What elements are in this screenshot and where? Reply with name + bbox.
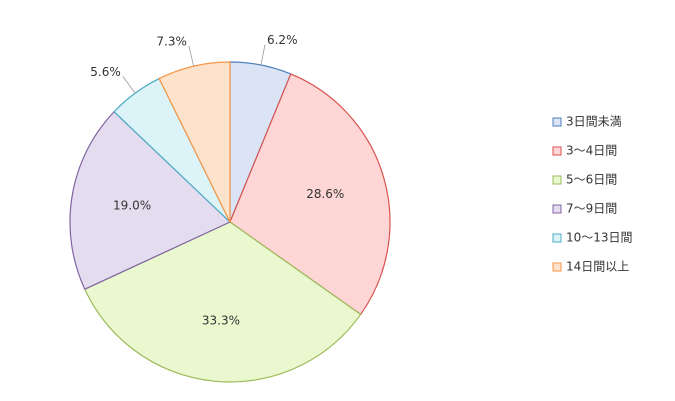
leader-line [188, 45, 195, 67]
data-label: 7.3% [156, 34, 187, 48]
pie-slice [229, 73, 391, 316]
legend-label: 3～4日間 [566, 144, 617, 158]
legend-swatch [552, 175, 562, 185]
leader-line [122, 76, 136, 94]
data-label: 28.6% [306, 187, 344, 201]
legend-label: 5～6日間 [566, 173, 617, 187]
data-label: 5.6% [90, 65, 121, 79]
data-label: 6.2% [267, 33, 298, 47]
data-label: 19.0% [113, 198, 151, 212]
legend-swatch [552, 146, 562, 156]
pie-slice [69, 110, 232, 291]
legend-label: 7～9日間 [566, 202, 617, 216]
legend-swatch [552, 262, 562, 272]
pie-slice [84, 221, 362, 383]
legend-swatch [552, 117, 562, 127]
legend-label: 10～13日間 [566, 231, 633, 245]
legend-swatch [552, 204, 562, 214]
legend-label: 3日間未満 [566, 115, 622, 129]
pie-slice [158, 61, 231, 223]
legend-swatch [552, 233, 562, 243]
data-label: 33.3% [202, 313, 240, 327]
legend-label: 14日間以上 [566, 260, 629, 274]
leader-line [260, 44, 266, 66]
